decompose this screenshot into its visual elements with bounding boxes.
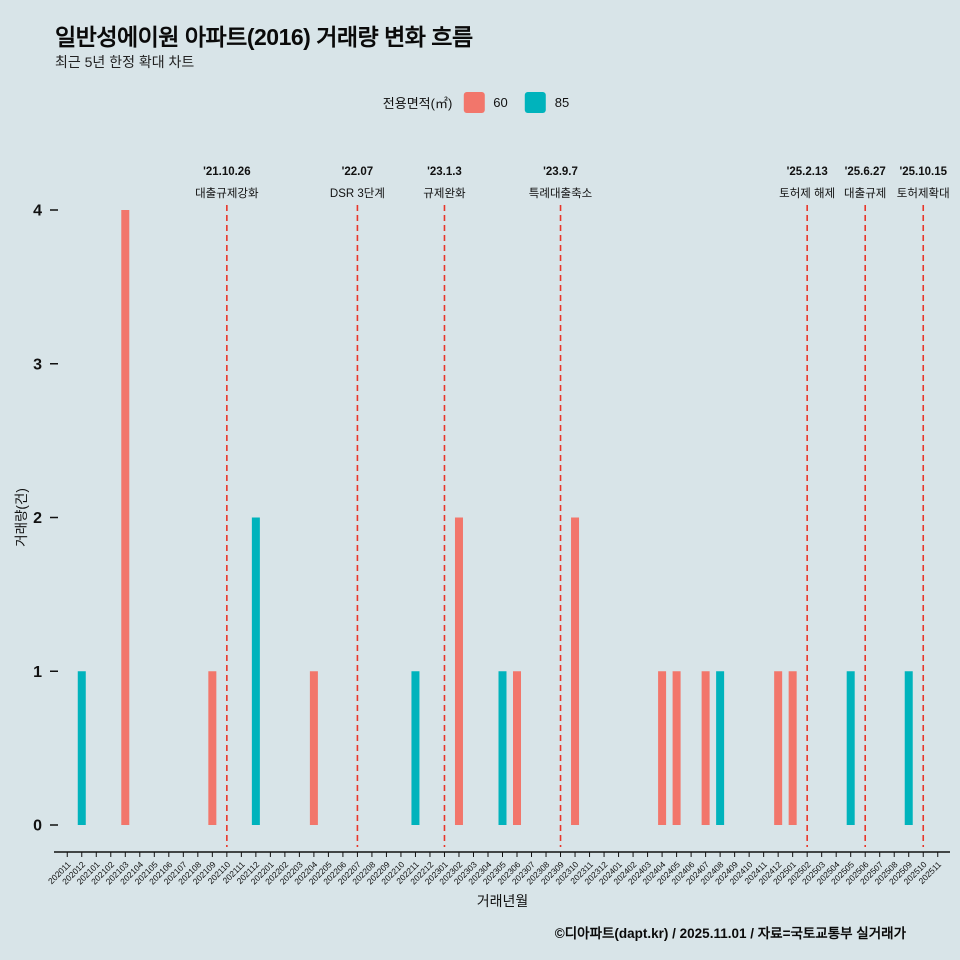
legend-label-60: 60 xyxy=(493,95,508,110)
annotation-date: '22.07 xyxy=(342,166,374,178)
bar-60-202204 xyxy=(309,671,318,825)
y-tick-label: 3 xyxy=(33,356,42,373)
bar-60-202302 xyxy=(454,517,463,825)
annotation-date: '25.2.13 xyxy=(787,166,828,178)
x-axis-title: 거래년월 xyxy=(477,893,529,909)
bar-85-202211 xyxy=(411,671,420,825)
annotation-label: 특례대출축소 xyxy=(529,187,592,200)
legend-swatch-85 xyxy=(524,92,546,113)
annotation-date: '21.10.26 xyxy=(203,166,251,178)
y-axis-title: 거래량(건) xyxy=(14,488,29,547)
annotation-label: 토허제확대 xyxy=(897,187,950,200)
annotation-date: '23.1.3 xyxy=(427,166,462,178)
bar-60-202109 xyxy=(208,671,217,825)
bar-85-202408 xyxy=(716,671,725,825)
page-title: 일반성에이원 아파트(2016) 거래량 변화 흐름 xyxy=(55,24,473,50)
bar-85-202012 xyxy=(77,671,86,825)
chart-subtitle: 최근 5년 한정 확대 차트 xyxy=(55,54,195,70)
y-tick-label: 2 xyxy=(33,510,42,527)
legend: 전용면적(㎡) 60 85 xyxy=(383,92,577,113)
bar-85-202305 xyxy=(498,671,507,825)
annotation-date: '23.9.7 xyxy=(543,166,578,178)
bar-60-202501 xyxy=(788,671,797,825)
bar-60-202407 xyxy=(701,671,710,825)
legend-swatch-60 xyxy=(463,92,485,113)
annotation-label: DSR 3단계 xyxy=(330,187,385,200)
bar-60-202103 xyxy=(121,210,130,825)
annotation-date: '25.6.27 xyxy=(845,166,886,178)
bar-85-202509 xyxy=(904,671,913,825)
bar-85-202112 xyxy=(251,517,260,825)
annotation-label: 규제완화 xyxy=(423,187,466,200)
bar-60-202412 xyxy=(774,671,783,825)
footer-credit: ©디아파트(dapt.kr) / 2025.11.01 / 자료=국토교통부 실… xyxy=(554,926,906,941)
y-tick-label: 4 xyxy=(33,203,42,220)
bar-60-202405 xyxy=(672,671,681,825)
bar-60-202306 xyxy=(513,671,522,825)
bar-60-202310 xyxy=(571,517,580,825)
bar-85-202505 xyxy=(846,671,855,825)
annotation-label: 토허제 해제 xyxy=(779,187,835,200)
annotation-label: 대출규제 xyxy=(844,187,886,200)
legend-title: 전용면적(㎡) xyxy=(382,96,453,111)
bar-60-202404 xyxy=(658,671,667,825)
legend-label-85: 85 xyxy=(554,95,570,110)
annotation-date: '25.10.15 xyxy=(899,166,947,178)
annotation-label: 대출규제강화 xyxy=(195,187,259,200)
y-tick-label: 0 xyxy=(33,818,42,835)
y-tick-label: 1 xyxy=(33,664,42,681)
